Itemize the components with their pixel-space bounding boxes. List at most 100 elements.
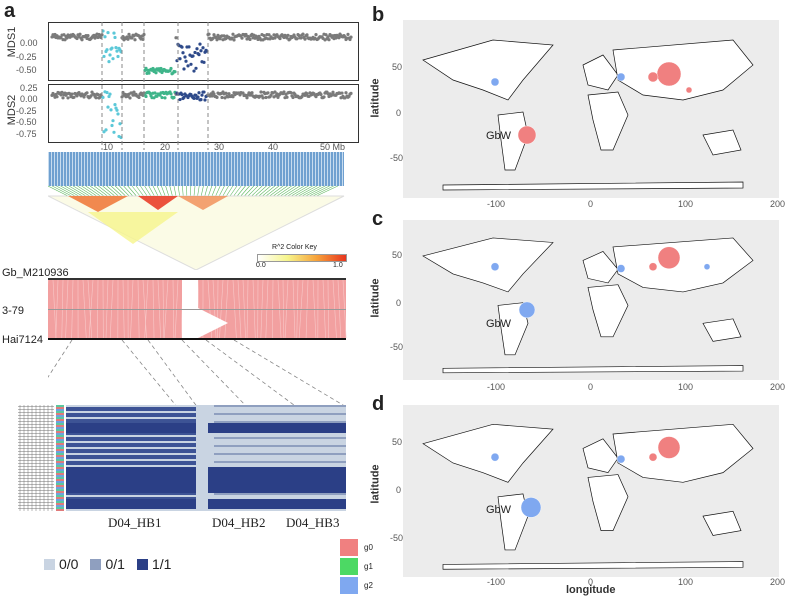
mds2-point	[60, 90, 64, 94]
heatmap-cell	[214, 409, 346, 411]
mds2-tick: -0.75	[16, 129, 37, 139]
land-shape	[497, 111, 529, 171]
mds2-point	[291, 95, 295, 100]
map-b-ylabel: latitude	[369, 78, 382, 118]
mds2-tick: -0.50	[16, 117, 37, 127]
heatmap-cell	[214, 439, 346, 441]
map-d-xtick: 100	[678, 577, 694, 587]
mds-x-tick: 10	[103, 142, 114, 152]
mds1-point	[187, 45, 191, 49]
heatmap-cell	[66, 425, 196, 427]
mds2-point	[203, 98, 207, 102]
mds2-point	[331, 90, 335, 94]
snp-link	[110, 185, 123, 197]
mds2-point	[94, 96, 98, 100]
land-shape	[582, 438, 619, 474]
mds1-point	[169, 66, 173, 71]
heatmap-cell	[66, 475, 196, 477]
ld-block-3	[178, 196, 228, 210]
map-d-ytick: 0	[396, 485, 402, 495]
map-d-ytick: 50	[392, 437, 403, 447]
mds1-point	[198, 42, 202, 46]
mds1-point	[159, 66, 163, 71]
snp-link	[229, 185, 238, 197]
snp-link	[276, 185, 292, 197]
pie-chart	[616, 454, 626, 464]
color-key-title: R^2 Color Key	[272, 244, 317, 251]
mds1-point	[184, 59, 188, 63]
mds1-point	[144, 66, 148, 70]
mds2-point	[59, 93, 63, 97]
heatmap-cell	[214, 417, 346, 419]
map-c-ytick: 50	[392, 250, 403, 260]
mds1-point	[173, 70, 177, 74]
snp-link	[177, 185, 180, 197]
map-c-ylabel: latitude	[369, 278, 382, 318]
snp-link	[200, 185, 204, 197]
snp-link	[301, 185, 322, 197]
mds1-point	[194, 66, 198, 70]
mds2-point	[300, 94, 304, 99]
mds1-point	[127, 32, 131, 36]
map-c-pies	[490, 246, 711, 319]
pie-chart	[490, 77, 500, 87]
mds1-point	[182, 67, 186, 71]
mds1-point	[337, 36, 341, 40]
map-xlabel: longitude	[566, 584, 616, 596]
map-c	[403, 220, 779, 380]
mds2-point	[169, 92, 173, 96]
heatmap-cell	[66, 485, 196, 487]
snp-link	[119, 185, 130, 197]
mds2-point	[132, 90, 136, 94]
snp-link	[114, 185, 126, 197]
land-shape	[612, 237, 754, 293]
map-d-land	[422, 423, 754, 570]
heatmap-cell	[66, 439, 196, 441]
mds2-point	[106, 105, 110, 109]
mds2-point	[224, 91, 228, 95]
mds1-point	[142, 32, 146, 37]
mds1-point	[147, 71, 151, 75]
snp-link	[244, 185, 255, 197]
panel-label-b: b	[372, 4, 385, 26]
heatmap-cell	[214, 457, 346, 459]
pie-chart	[647, 71, 659, 83]
heatmap-cell	[214, 455, 346, 457]
mds1-tick: 0.00	[20, 38, 38, 48]
land-shape	[422, 237, 554, 293]
color-key-max: 1.0	[333, 262, 343, 269]
heatmap-cell	[66, 447, 196, 449]
mds2-point	[70, 92, 74, 96]
heatmap-cell	[208, 483, 346, 485]
map-d-xtick: 200	[770, 577, 786, 587]
land-shape	[702, 318, 742, 342]
pie-chart	[648, 452, 658, 462]
heatmap-cell	[66, 435, 196, 437]
mds2-point	[163, 96, 167, 100]
heatmap-cell	[66, 437, 196, 439]
heatmap-cell	[66, 433, 196, 435]
mds2-point	[101, 95, 105, 100]
pie-chart	[685, 86, 693, 94]
mds1-point	[244, 32, 248, 37]
heatmap-cell	[66, 473, 196, 475]
heatmap-cell	[66, 489, 196, 491]
heatmap-cell	[66, 427, 196, 429]
heatmap-cell	[208, 491, 346, 493]
mds2-point	[199, 97, 203, 102]
pie-chart	[656, 61, 682, 87]
mds2-point	[55, 95, 59, 99]
mds1-point	[100, 33, 104, 37]
mds2-point	[319, 92, 323, 97]
synteny-inversion-2	[182, 280, 198, 298]
mds2-point	[305, 92, 309, 96]
block-label-hb3: D04_HB3	[286, 515, 340, 530]
heatmap-cell	[66, 495, 196, 497]
land-shape	[497, 302, 529, 356]
pie-chart	[517, 125, 537, 145]
mds2-point	[112, 130, 116, 134]
heatmap-cell	[214, 449, 346, 451]
land-shape	[702, 510, 742, 536]
snp-link	[273, 185, 288, 197]
snp-link	[215, 185, 221, 197]
